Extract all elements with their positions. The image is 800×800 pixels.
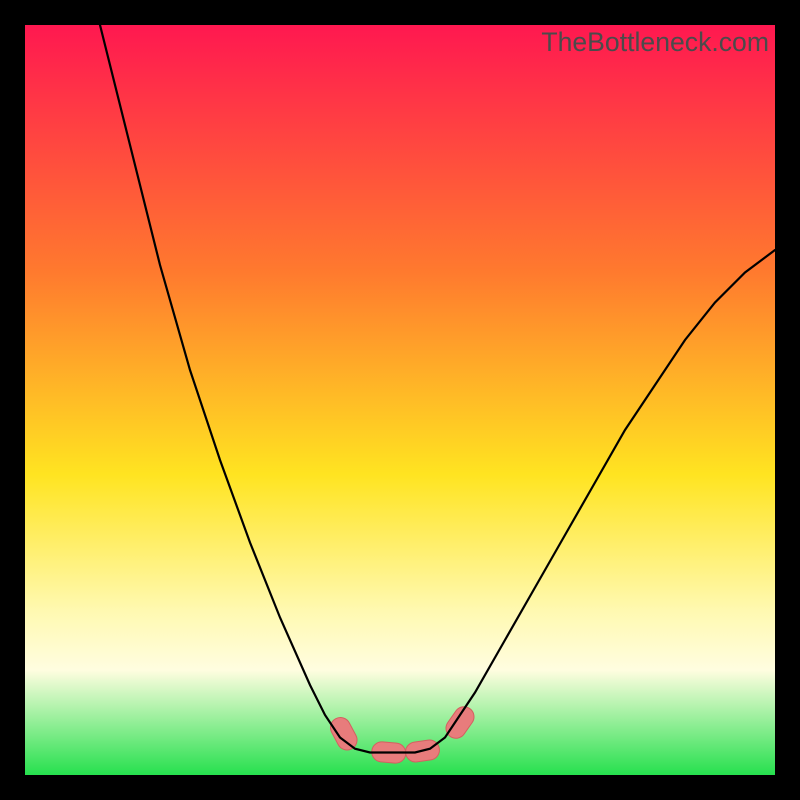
marker-capsule	[442, 703, 478, 742]
marker-capsule	[327, 714, 361, 753]
curve-layer	[25, 25, 775, 775]
main-curve	[100, 25, 775, 753]
plot-area: TheBottleneck.com	[25, 25, 775, 775]
markers-group	[327, 703, 478, 764]
chart-frame: TheBottleneck.com	[0, 0, 800, 800]
